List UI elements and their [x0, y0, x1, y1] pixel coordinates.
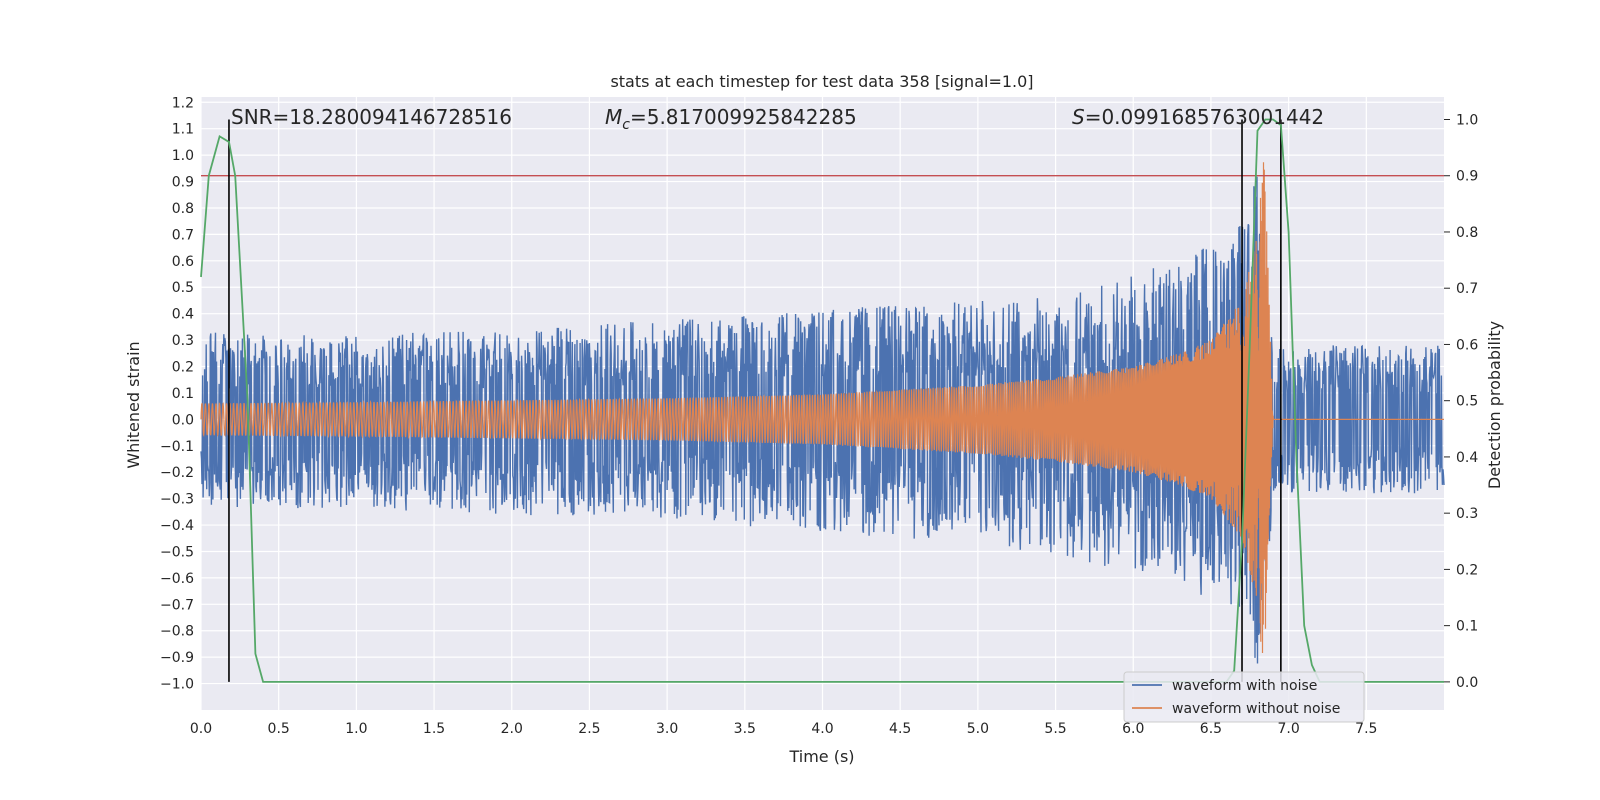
- y-tick-label: 0.7: [172, 227, 194, 243]
- y-tick-label: −1.0: [160, 677, 194, 693]
- y-right-tick-label: 0.4: [1456, 450, 1478, 466]
- y-tick-label: −0.4: [160, 518, 194, 534]
- y-axis-label: Whitened strain: [124, 341, 143, 468]
- s-annotation: S=0.0991685763001442: [1072, 105, 1324, 129]
- y-tick-label: 0.3: [172, 333, 194, 349]
- legend: waveform with noise waveform without noi…: [1123, 671, 1365, 723]
- x-tick-label: 2.5: [578, 721, 600, 737]
- y-tick-label: 0.4: [172, 307, 194, 323]
- y-tick-label: −0.7: [160, 597, 194, 613]
- y-tick-label: 0.6: [172, 254, 194, 270]
- y-axis-right-label: Detection probability: [1485, 321, 1504, 489]
- y-right-tick-label: 0.2: [1456, 562, 1478, 578]
- x-tick-label: 7.0: [1277, 721, 1299, 737]
- x-tick-label: 2.0: [501, 721, 523, 737]
- y-tick-label: −0.6: [160, 571, 194, 587]
- y-tick-label: −0.5: [160, 544, 194, 560]
- y-right-tick-label: 0.3: [1456, 506, 1478, 522]
- y-right-tick-label: 0.7: [1456, 281, 1478, 297]
- y-tick-label: 1.1: [172, 122, 194, 138]
- y-tick-label: 0.5: [172, 280, 194, 296]
- x-tick-label: 0.0: [190, 721, 212, 737]
- y-right-tick-label: 0.5: [1456, 394, 1478, 410]
- y-right-tick-label: 0.8: [1456, 225, 1478, 241]
- x-tick-label: 6.0: [1122, 721, 1144, 737]
- legend-label-clean: waveform without noise: [1172, 701, 1340, 717]
- chart-title: stats at each timestep for test data 358…: [610, 72, 1033, 91]
- x-tick-label: 3.5: [734, 721, 756, 737]
- y-tick-label: −0.9: [160, 650, 194, 666]
- legend-box: [1123, 671, 1365, 723]
- x-tick-label: 3.0: [656, 721, 678, 737]
- tick-layer: 0.0 0.5 1.0 1.5 2.0 2.5 3.0 3.5 4.0 4.5 5.0 5.5 6.0 6…: [160, 95, 1478, 737]
- series-detection-probability: [200, 118, 1444, 683]
- x-tick-label: 5.0: [967, 721, 989, 737]
- y-right-tick-label: 0.6: [1456, 337, 1478, 353]
- y-tick-label: 0.2: [172, 360, 194, 376]
- x-tick-label: 4.0: [811, 721, 833, 737]
- s-symbol: S: [1072, 105, 1085, 129]
- chirp-mass-annotation: Mc=5.817009925842285: [605, 105, 857, 133]
- y-tick-label: −0.1: [160, 439, 194, 455]
- x-tick-label: 4.5: [889, 721, 911, 737]
- snr-annotation: SNR=18.280094146728516: [231, 105, 512, 129]
- x-tick-label: 0.5: [268, 721, 290, 737]
- series-waveform-without-noise: [200, 162, 1444, 654]
- x-tick-label: 1.0: [345, 721, 367, 737]
- x-axis-label: Time (s): [788, 747, 854, 766]
- y-tick-label: 1.0: [172, 148, 194, 164]
- y-tick-label: −0.3: [160, 492, 194, 508]
- overlay-layer: [200, 118, 1444, 683]
- y-tick-label: 0.9: [172, 175, 194, 191]
- x-tick-label: 6.5: [1200, 721, 1222, 737]
- y-right-tick-label: 0.1: [1456, 619, 1478, 635]
- y-right-tick-label: 0.9: [1456, 169, 1478, 185]
- s-value: =0.0991685763001442: [1085, 105, 1324, 129]
- data-layer: [200, 162, 1445, 664]
- chirp-mass-symbol: M: [605, 105, 622, 129]
- chirp-mass-subscript: c: [622, 117, 630, 133]
- x-tick-label: 7.5: [1355, 721, 1377, 737]
- legend-label-noisy: waveform with noise: [1172, 678, 1317, 694]
- y-tick-label: 1.2: [172, 95, 194, 111]
- x-tick-label: 1.5: [423, 721, 445, 737]
- y-tick-label: 0.1: [172, 386, 194, 402]
- chirp-mass-value: =5.817009925842285: [630, 105, 857, 129]
- y-tick-label: 0.0: [172, 412, 194, 428]
- y-tick-label: −0.2: [160, 465, 194, 481]
- y-right-tick-label: 0.0: [1456, 675, 1478, 691]
- y-tick-label: −0.8: [160, 624, 194, 640]
- x-tick-label: 5.5: [1044, 721, 1066, 737]
- y-tick-label: 0.8: [172, 201, 194, 217]
- y-right-tick-label: 1.0: [1456, 112, 1478, 128]
